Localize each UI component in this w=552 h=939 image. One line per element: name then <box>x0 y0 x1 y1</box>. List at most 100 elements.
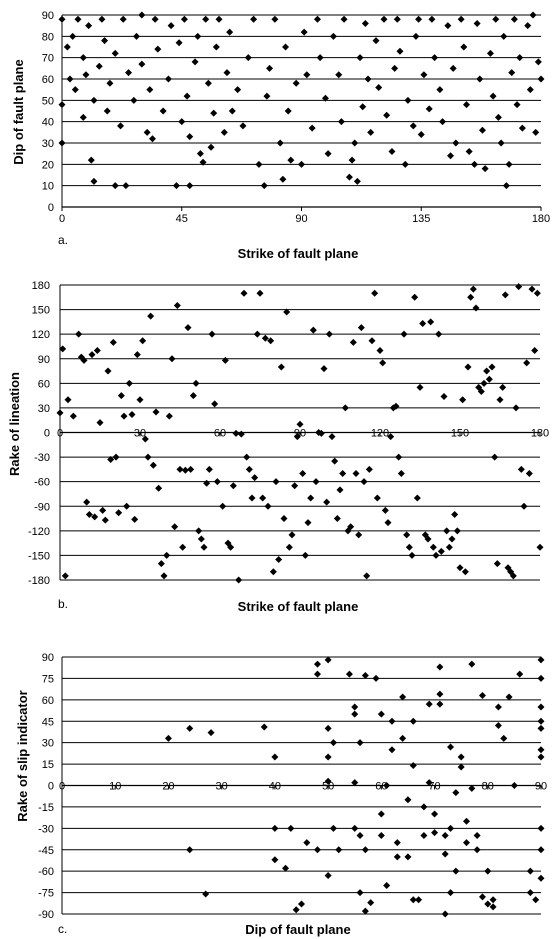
panel-a-data-point <box>380 15 388 23</box>
panel-c-x-tick-label: 20 <box>162 781 174 793</box>
panel-a-data-point <box>111 49 119 57</box>
panel-b-data-point <box>533 289 541 297</box>
panel-c-y-tick-label: 15 <box>42 759 54 771</box>
panel-a-data-point <box>526 86 534 94</box>
panel-a-data-point <box>215 15 223 23</box>
panel-c-x-axis-title: Dip of fault plane <box>245 922 350 937</box>
panel-b-data-point <box>213 478 221 486</box>
panel-c-points <box>164 656 545 918</box>
panel-b-data-point <box>235 576 243 584</box>
panel-a-data-point <box>87 156 95 164</box>
panel-a-data-point <box>266 64 274 72</box>
panel-c-data-point <box>537 824 545 832</box>
panel-a-data-point <box>212 43 220 51</box>
panel-b-data-point <box>381 506 389 514</box>
panel-a-data-point <box>90 96 98 104</box>
panel-b-y-tick-label: 30 <box>38 403 50 415</box>
panel-a-data-point <box>204 79 212 87</box>
panel-c-data-point <box>324 724 332 732</box>
panel-b-data-point <box>384 519 392 527</box>
panel-a-data-point <box>481 165 489 173</box>
panel-a-data-point <box>154 45 162 53</box>
panel-b-data-point <box>403 531 411 539</box>
panel-a-data-point <box>537 75 545 83</box>
panel-b-y-tick-label: -60 <box>34 477 50 489</box>
panel-c-x-tick-label: 70 <box>428 781 440 793</box>
panel-c-data-point <box>462 817 470 825</box>
panel-a-data-point <box>404 96 412 104</box>
panel-b-x-tick-label: 180 <box>531 428 549 440</box>
panel-b-data-point <box>184 324 192 332</box>
panel-b-data-point <box>104 367 112 375</box>
panel-c-data-point <box>377 831 385 839</box>
panel-a-y-tick-label: 40 <box>42 117 54 129</box>
panel-b-data-point <box>165 412 173 420</box>
panel-c-data-point <box>457 763 465 771</box>
panel-a-data-point <box>340 15 348 23</box>
panel-a-data-point <box>436 86 444 94</box>
panel-b-data-point <box>429 543 437 551</box>
panel-a-data-point <box>348 156 356 164</box>
panel-a-data-point <box>409 122 417 130</box>
panel-a-data-point <box>106 79 114 87</box>
panel-b-data-point <box>91 513 99 521</box>
panel-b-data-point <box>480 379 488 387</box>
panel-a-data-point <box>183 92 191 100</box>
panel-b-x-tick-label: 90 <box>294 428 306 440</box>
panel-c-data-point <box>383 782 391 789</box>
panel-b-data-point <box>528 285 536 293</box>
panel-b-x-tick-label: 150 <box>451 428 469 440</box>
panel-a-x-axis-title: Strike of fault plane <box>238 246 359 261</box>
panel-b-y-tick-label: 150 <box>32 305 50 317</box>
panel-b-data-point <box>320 365 328 373</box>
panel-c-data-point <box>202 890 210 898</box>
panel-a-data-point <box>502 182 510 190</box>
panel-b-data-point <box>197 535 205 543</box>
panel-c-data-point <box>271 856 279 864</box>
panel-c-data-point <box>313 660 321 668</box>
panel-c-data-point <box>420 831 428 839</box>
panel-c-data-point <box>260 723 268 731</box>
panel-a-x-tick-label: 0 <box>59 213 65 225</box>
panel-a-data-point <box>103 107 111 115</box>
panel-c-data-point <box>367 899 375 907</box>
panel-b-data-point <box>485 375 493 383</box>
panel-b-data-point <box>419 320 427 328</box>
panel-a-data-point <box>143 128 151 136</box>
panel-b-data-point <box>229 482 237 490</box>
panel-c-data-point <box>356 739 364 747</box>
panel-b-data-point <box>192 379 200 387</box>
panel-c-data-point <box>489 903 497 911</box>
panel-b-y-axis-title: Rake of lineation <box>7 372 22 476</box>
panel-c-data-point <box>329 824 337 832</box>
panel-b-data-point <box>493 560 501 568</box>
panel-b-data-point <box>437 547 445 555</box>
panel-a-data-point <box>223 69 231 77</box>
panel-b-data-point <box>331 457 339 465</box>
panel-c-data-point <box>537 753 545 761</box>
panel-a-data-point <box>393 15 401 23</box>
panel-c-y-tick-label: 75 <box>42 673 54 685</box>
panel-c-data-point <box>388 717 396 725</box>
panel-b-data-point <box>160 572 168 580</box>
panel-a-data-point <box>452 139 460 147</box>
panel-a-y-tick-label: 20 <box>42 159 54 171</box>
panel-b-data-point <box>253 330 261 338</box>
panel-b-data-point <box>323 498 331 506</box>
panel-b-data-point <box>397 469 405 477</box>
panel-a-data-point <box>66 75 74 83</box>
panel-c-data-point <box>537 846 545 854</box>
panel-a-data-point <box>98 15 106 23</box>
panel-c-data-point <box>409 896 417 904</box>
panel-b-chart: 180 150 120 90 60 30 0 -30 -60 -90 -120 -150 -180 0 30… <box>7 280 549 614</box>
panel-b-x-tick-label: 30 <box>134 428 146 440</box>
panel-a-data-point <box>444 22 452 30</box>
panel-a-data-point <box>329 32 337 40</box>
panel-a-data-point <box>125 69 133 77</box>
panel-b-data-point <box>157 560 165 568</box>
panel-a-data-point <box>58 139 66 147</box>
panel-c-data-point <box>409 717 417 725</box>
panel-c-x-tick-label: 50 <box>322 781 334 793</box>
panel-b-data-point <box>496 396 504 404</box>
